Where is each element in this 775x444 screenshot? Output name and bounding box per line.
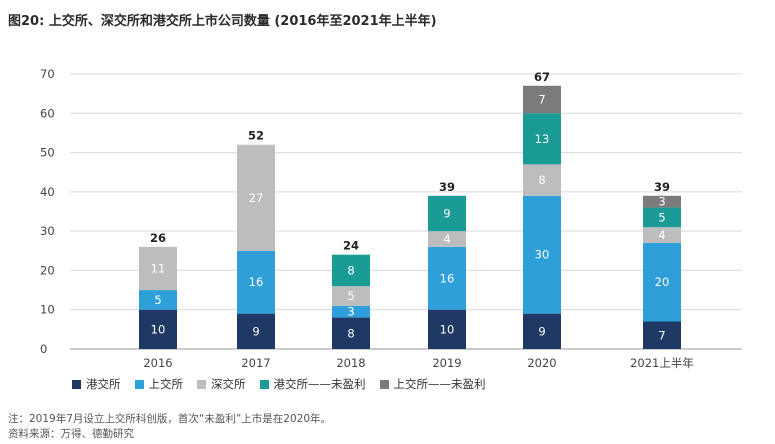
legend-swatch — [197, 379, 206, 389]
data-label: 11 — [151, 261, 166, 275]
data-label: 10 — [440, 322, 455, 336]
note-text: 注：2019年7月设立上交所科创版，首次“未盈利”上市是在2020年。 — [8, 413, 332, 425]
legend-swatch — [134, 379, 144, 389]
y-tick-label: 30 — [40, 224, 55, 238]
notes: 注：2019年7月设立上交所科创版，首次“未盈利”上市是在2020年。 资料来源… — [8, 412, 331, 442]
total-label: 39 — [654, 180, 670, 194]
y-tick-label: 20 — [40, 263, 55, 277]
x-tick-label: 2019 — [432, 356, 461, 370]
data-label: 9 — [538, 324, 545, 338]
y-tick-label: 70 — [40, 67, 55, 81]
bar-segment — [237, 144, 275, 251]
bar-segment — [139, 246, 177, 291]
bar-segment — [523, 313, 561, 349]
bar-segment — [332, 254, 370, 287]
bar-segment — [237, 250, 275, 314]
bar-segment — [139, 290, 177, 310]
x-tick-label: 2020 — [527, 356, 556, 370]
legend-label: 港交所——未盈利 — [273, 377, 366, 391]
bar-segment — [428, 246, 466, 310]
legend-label: 上交所——未盈利 — [393, 377, 486, 391]
source-text: 资料来源：万得、德勤研究 — [8, 428, 134, 440]
bar-segment — [237, 313, 275, 349]
total-label: 67 — [534, 70, 550, 84]
bar-segment — [643, 195, 681, 208]
bar-segment — [428, 195, 466, 232]
bar-segment — [139, 309, 177, 349]
legend: 港交所 上交所 深交所 港交所——未盈利 上交所——未盈利 — [72, 376, 486, 392]
total-label: 52 — [248, 129, 264, 143]
data-label: 4 — [443, 232, 450, 246]
data-label: 10 — [151, 322, 166, 336]
legend-item: 上交所 — [134, 376, 184, 392]
data-label: 5 — [347, 289, 354, 303]
data-label: 8 — [347, 263, 354, 277]
data-label: 13 — [535, 132, 550, 146]
legend-item: 港交所 — [72, 376, 121, 392]
legend-label: 港交所 — [86, 377, 121, 391]
bar-segment — [643, 227, 681, 243]
bar-segment — [523, 164, 561, 196]
x-tick-label: 2021上半年 — [630, 356, 694, 370]
total-label: 24 — [343, 239, 359, 253]
data-label: 5 — [658, 210, 665, 224]
bar-segment — [643, 207, 681, 228]
x-tick-label: 2018 — [336, 356, 365, 370]
y-tick-label: 0 — [40, 342, 47, 356]
data-label: 3 — [658, 195, 665, 209]
data-label: 7 — [538, 93, 545, 107]
legend-item: 深交所 — [197, 376, 246, 392]
legend-swatch — [259, 379, 269, 389]
y-tick-label: 40 — [40, 185, 55, 199]
bar-segment — [643, 242, 681, 322]
data-label: 20 — [655, 275, 670, 289]
x-tick-label: 2017 — [241, 356, 270, 370]
data-label: 8 — [347, 326, 354, 340]
legend-swatch — [72, 379, 81, 389]
chart-title: 图20: 上交所、深交所和港交所上市公司数量 (2016年至2021年上半年) — [8, 14, 437, 29]
bar-segment — [428, 231, 466, 247]
y-tick-label: 10 — [40, 303, 55, 317]
y-tick-label: 50 — [40, 146, 55, 160]
data-label: 16 — [440, 271, 455, 285]
bar-segment — [643, 321, 681, 349]
data-label: 5 — [154, 293, 161, 307]
legend-item: 港交所——未盈利 — [259, 376, 366, 392]
y-tick-label: 60 — [40, 106, 55, 120]
data-label: 9 — [252, 324, 259, 338]
data-label: 7 — [658, 328, 665, 342]
bar-segment — [428, 309, 466, 349]
x-tick-label: 2016 — [143, 356, 172, 370]
data-label: 9 — [443, 206, 450, 220]
data-label: 3 — [347, 305, 354, 319]
data-label: 30 — [535, 248, 550, 262]
bar-segment — [523, 113, 561, 165]
legend-label: 上交所 — [148, 377, 184, 391]
legend-swatch — [379, 379, 389, 389]
total-label: 39 — [439, 180, 455, 194]
bar-segment — [332, 286, 370, 306]
bar-segment — [332, 317, 370, 349]
data-label: 4 — [658, 228, 665, 242]
total-label: 26 — [150, 231, 166, 245]
bar-segment — [523, 195, 561, 314]
data-label: 16 — [249, 275, 264, 289]
legend-label: 深交所 — [211, 377, 246, 391]
bar-segment — [332, 305, 370, 318]
data-label: 8 — [538, 173, 545, 187]
bar-segment — [523, 85, 561, 114]
legend-item: 上交所——未盈利 — [379, 376, 486, 392]
data-label: 27 — [249, 191, 264, 205]
